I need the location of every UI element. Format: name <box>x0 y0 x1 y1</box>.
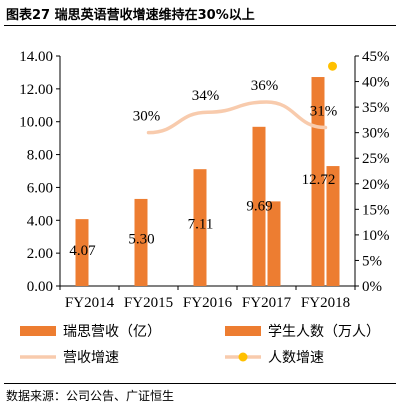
x-tick-label: FY2014 <box>65 295 115 311</box>
revenue-bar <box>193 169 207 286</box>
legend-students-label: 学生人数（万人） <box>268 324 380 340</box>
y-tick-label-right: 20% <box>362 177 390 193</box>
revenue-bar <box>311 77 325 287</box>
growth-line <box>146 61 337 135</box>
legend-revenue-growth-label: 营收增速 <box>63 350 119 366</box>
y-tick-label-left: 2.00 <box>27 246 53 262</box>
students-bar <box>326 166 340 286</box>
growth-label: 34% <box>192 88 220 104</box>
x-tick-label: FY2015 <box>124 295 173 311</box>
y-tick-label-right: 35% <box>362 100 390 116</box>
y-tick-label-left: 6.00 <box>27 180 53 196</box>
growth-label: 31% <box>310 104 338 120</box>
x-tick-label: FY2018 <box>301 295 350 311</box>
y-tick-label-left: 4.00 <box>27 213 53 229</box>
y-tick-label-right: 10% <box>362 228 390 244</box>
data-labels: 4.07 5.30 7.11 9.69 12.72 30% 34% 36% 31% <box>69 78 337 259</box>
y-tick-label-left: 8.00 <box>27 148 53 164</box>
revenue-label: 12.72 <box>302 172 336 188</box>
y-tick-label-right: 45% <box>362 49 390 65</box>
source-rule <box>4 383 396 384</box>
student-growth-point <box>328 61 337 71</box>
legend-student-growth-label: 人数增速 <box>268 350 324 366</box>
legend: 瑞思营收（亿） 学生人数（万人） 营收增速 人数增速 <box>20 324 380 366</box>
revenue-label: 5.30 <box>128 231 154 247</box>
students-bar <box>267 201 281 286</box>
y-tick-label-right: 25% <box>362 151 390 167</box>
chart: 0.00 2.00 4.00 6.00 8.00 10.00 12.00 14.00 0% 5% 1… <box>19 49 389 366</box>
growth-label: 36% <box>251 78 279 94</box>
y-tick-label-right: 40% <box>362 75 390 91</box>
bars <box>75 77 340 287</box>
x-tick-label: FY2016 <box>183 295 233 311</box>
x-tick-label: FY2017 <box>242 295 292 311</box>
revenue-bar <box>252 126 266 286</box>
y-tick-label-left: 12.00 <box>19 82 53 98</box>
revenue-label: 9.69 <box>246 198 272 214</box>
legend-revenue-label: 瑞思营收（亿） <box>63 324 161 340</box>
legend-students-swatch <box>225 326 261 336</box>
revenue-label: 7.11 <box>188 217 214 233</box>
y-tick-label-left: 14.00 <box>19 49 53 65</box>
figure-title: 图表27 瑞思英语营收增速维持在30%以上 <box>6 8 255 23</box>
growth-label: 30% <box>133 109 161 125</box>
revenue-bar <box>134 198 148 286</box>
y-tick-label-left: 10.00 <box>19 115 53 131</box>
axes: 0.00 2.00 4.00 6.00 8.00 10.00 12.00 14.00 0% 5% 1… <box>19 49 389 311</box>
y-tick-label-right: 15% <box>362 202 390 218</box>
title-rule <box>4 25 396 26</box>
legend-revenue-swatch <box>20 326 56 336</box>
y-tick-label-left: 0.00 <box>27 279 53 295</box>
y-tick-label-right: 30% <box>362 126 390 142</box>
y-tick-label-right: 0% <box>362 279 382 295</box>
revenue-label: 4.07 <box>69 243 96 259</box>
source-note: 数据来源：公司公告、广证恒生 <box>6 389 175 403</box>
revenue-growth-line <box>146 100 328 135</box>
legend-student-growth-swatch <box>238 352 248 362</box>
revenue-bar <box>75 219 89 286</box>
y-tick-label-right: 5% <box>362 253 382 269</box>
